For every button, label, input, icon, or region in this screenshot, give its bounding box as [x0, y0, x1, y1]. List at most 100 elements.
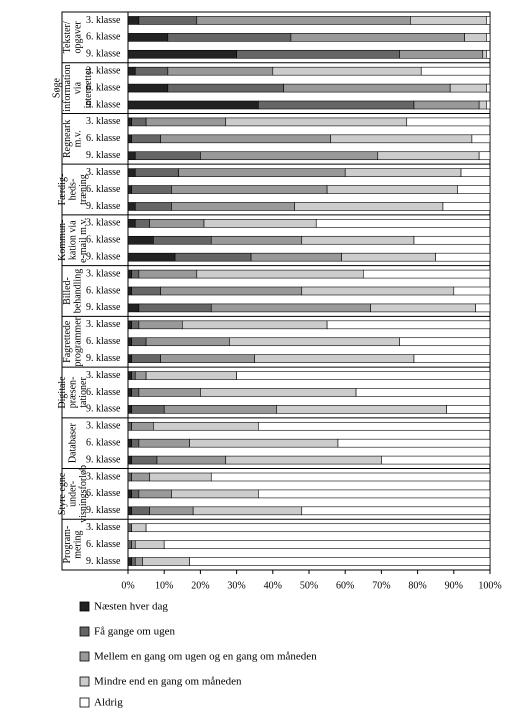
row-label: 6. klasse [86, 488, 121, 499]
group-label: Kommun- [57, 220, 68, 261]
bar-segment [127, 421, 132, 431]
bar-segment [210, 472, 491, 482]
bar-segment [127, 235, 154, 245]
bar-segment [377, 151, 480, 161]
bar-segment [138, 489, 172, 499]
x-tick-label: 100% [478, 580, 501, 591]
x-tick-label: 30% [227, 580, 245, 591]
legend-label: Næsten hver dag [94, 601, 168, 613]
bar-segment [127, 303, 140, 313]
x-tick-label: 10% [155, 580, 173, 591]
group-label: heds- [67, 179, 78, 201]
bar-segment [131, 269, 140, 279]
bar-segment [413, 354, 491, 363]
row-label: 6. klasse [86, 82, 121, 93]
bar-segment [200, 151, 379, 161]
bar-segment [131, 134, 161, 144]
row-label: 6. klasse [86, 285, 121, 296]
bar-segment [127, 354, 132, 363]
row-label: 6. klasse [86, 539, 121, 550]
bar-segment [163, 405, 277, 414]
bar-segment [127, 168, 136, 177]
x-tick-label: 0% [121, 580, 134, 591]
bar-segment [475, 303, 491, 313]
bar-segment [276, 405, 447, 414]
bar-segment [131, 421, 154, 431]
bar-segment [127, 117, 132, 127]
row-label: 6. klasse [86, 184, 121, 195]
bar-segment [127, 472, 132, 482]
bar-segment [471, 134, 491, 144]
row-label: 6. klasse [86, 32, 121, 43]
bar-segment [457, 185, 491, 194]
row-label: 6. klasse [86, 387, 121, 398]
bar-segment [406, 117, 491, 127]
row-label: 9. klasse [86, 201, 121, 212]
row-label: 9. klasse [86, 556, 121, 567]
bar-segment [210, 235, 303, 245]
bar-segment [160, 286, 303, 296]
legend-swatch [79, 676, 90, 687]
row-label: 3. klasse [86, 167, 121, 178]
bar-segment [272, 66, 422, 76]
bar-segment [138, 438, 190, 448]
bar-segment [138, 388, 201, 397]
group-label: træning [78, 174, 89, 205]
bar-segment [478, 100, 487, 110]
bar-segment [341, 252, 436, 262]
bar-segment [127, 269, 132, 279]
legend-label: Mindre end en gang om måneden [94, 676, 242, 688]
bar-segment [236, 49, 400, 59]
row-label: 3. klasse [86, 421, 121, 432]
bar-segment [225, 117, 408, 127]
bar-segment [127, 202, 136, 211]
bar-segment [196, 16, 411, 25]
bar-segment [134, 371, 147, 380]
bar-segment [301, 286, 455, 296]
bar-segment [250, 252, 342, 262]
bar-segment [127, 540, 132, 549]
group-label: m.v. [73, 130, 84, 147]
bar-segment [127, 557, 132, 566]
bar-segment [131, 472, 151, 482]
group-label: Regneark [62, 120, 73, 158]
bar-segment [200, 388, 357, 397]
bar-segment [131, 286, 161, 296]
group-label: Tekster/ [62, 21, 73, 53]
group-label: visningsforløb [78, 465, 89, 523]
bar-segment [127, 185, 132, 194]
row-label: 9. klasse [86, 353, 121, 364]
bar-segment [149, 219, 205, 228]
bar-segment [134, 151, 201, 161]
bar-segment [362, 269, 491, 279]
bar-segment [134, 202, 172, 211]
bar-segment [127, 66, 136, 76]
bar-segment [290, 33, 465, 42]
x-tick-label: 80% [408, 580, 426, 591]
bar-segment [410, 16, 487, 25]
bar-segment [131, 455, 158, 465]
bar-segment [153, 421, 259, 431]
bar-segment [127, 83, 169, 93]
bar-segment [131, 438, 140, 448]
bar-segment [486, 100, 491, 110]
legend-swatch [79, 626, 90, 637]
row-label: 3. klasse [86, 218, 121, 229]
bar-segment [138, 303, 212, 313]
bar-segment [138, 16, 198, 25]
bar-segment [131, 405, 165, 414]
bar-segment [171, 489, 259, 499]
bar-segment [254, 354, 415, 363]
bar-segment [131, 371, 136, 380]
bar-segment [171, 185, 328, 194]
bar-segment [294, 202, 444, 211]
legend-swatch [79, 697, 90, 708]
row-label: 3. klasse [86, 15, 121, 26]
bar-segment [370, 303, 476, 313]
row-label: 3. klasse [86, 319, 121, 330]
bar-segment [192, 506, 303, 516]
row-label: 3. klasse [86, 116, 121, 127]
row-label: 3. klasse [86, 370, 121, 381]
bar-segment [134, 219, 151, 228]
bar-segment [330, 134, 473, 144]
